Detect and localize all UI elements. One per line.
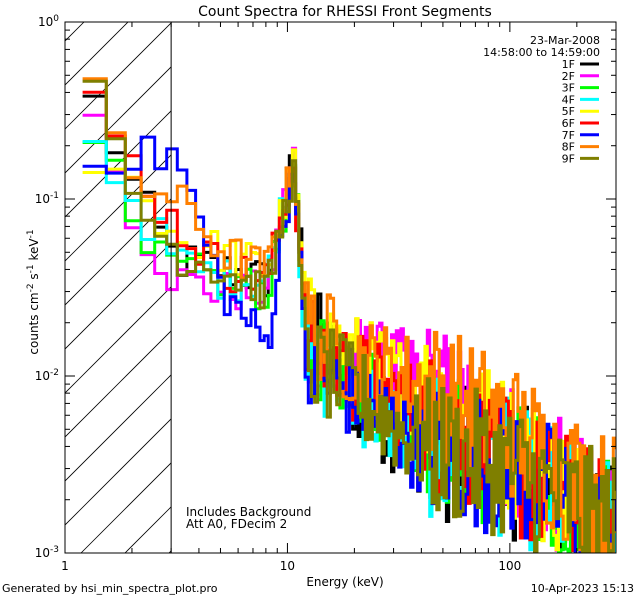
legend-label-9F: 9F [562,152,575,165]
x-tick-label: 10 [280,559,295,573]
legend-label-4F: 4F [562,93,575,106]
hatch-line [65,154,172,262]
time-range-label: 14:58:00 to 14:59:00 [483,46,600,59]
svg-text:counts cm-2 s-1 keV-1: counts cm-2 s-1 keV-1 [26,229,41,354]
hatch-line [65,22,172,130]
hatch-line [65,418,172,526]
date-label: 23-Mar-2008 [530,34,600,47]
legend-label-1F: 1F [562,58,575,71]
hatch-line [65,286,172,394]
series-line-9F [82,79,616,553]
y-tick-label: 10-3 [35,545,59,560]
y-tick-label: 100 [38,14,59,29]
y-axis-label: counts cm-2 s-1 keV-1 [26,229,41,354]
hatch-line [65,22,85,42]
hatch-line [65,198,172,306]
annotation-background: Includes Background [186,505,311,519]
legend-label-6F: 6F [562,117,575,130]
legend-label-3F: 3F [562,82,575,95]
hatch-line [80,462,172,553]
y-tick-label: 10-2 [35,368,59,383]
hatch-line [65,374,172,482]
x-tick-label: 1 [61,559,69,573]
attenuator-hatch-region [65,22,172,553]
plot-frame [64,21,617,554]
legend-label-8F: 8F [562,141,575,154]
x-axis-label: Energy (keV) [306,575,383,589]
hatch-line [65,242,172,350]
hatch-line [65,110,172,218]
hatch-line [65,66,172,174]
y-tick-label: 10-1 [35,191,59,206]
footer-generator: Generated by hsi_min_spectra_plot.pro [2,582,218,595]
legend-label-5F: 5F [562,105,575,118]
x-tick-label: 100 [498,559,521,573]
footer-timestamp: 10-Apr-2023 15:13 [530,582,634,595]
annotation-attenuator: Att A0, FDecim 2 [186,517,287,531]
hatch-line [65,22,129,86]
legend-label-2F: 2F [562,70,575,83]
chart-title: Count Spectra for RHESSI Front Segments [198,4,492,20]
legend-label-7F: 7F [562,129,575,142]
